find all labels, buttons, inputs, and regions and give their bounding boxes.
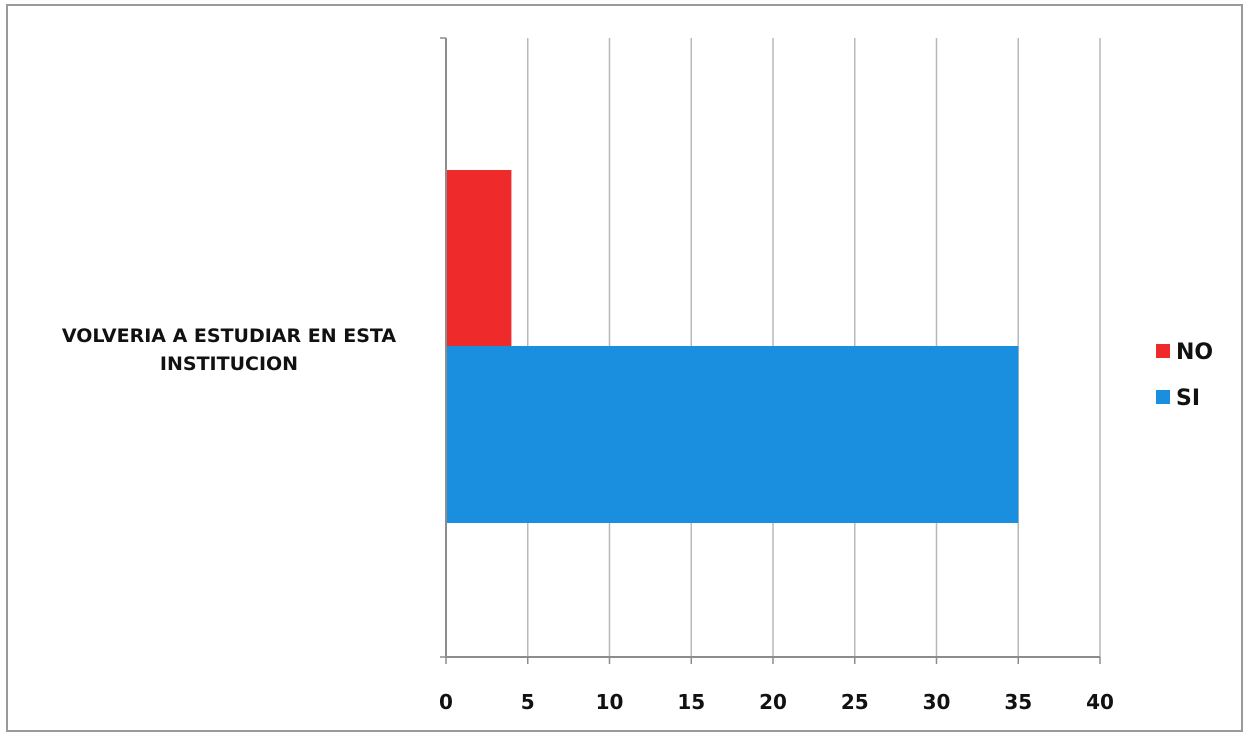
x-tick-label-15: 15	[677, 690, 705, 714]
bar-no	[446, 170, 512, 346]
x-tick-label-40: 40	[1086, 690, 1114, 714]
x-tick-label-35: 35	[1004, 690, 1032, 714]
x-tick-label-25: 25	[841, 690, 869, 714]
x-tick-label-20: 20	[759, 690, 787, 714]
bars	[446, 170, 1019, 523]
axes: 0 5 10 15 20 25 30 35 40	[439, 37, 1114, 714]
legend-label-no: NO	[1176, 340, 1213, 365]
legend-label-si: SI	[1176, 386, 1200, 411]
bar-si	[446, 346, 1019, 523]
x-tick-label-0: 0	[439, 690, 453, 714]
labels: VOLVERIA A ESTUDIAR EN ESTA INSTITUCION	[62, 325, 397, 375]
x-tick-label-5: 5	[521, 690, 535, 714]
category-label-line-2: INSTITUCION	[160, 353, 298, 375]
x-tick-label-30: 30	[923, 690, 951, 714]
legend-swatch-si	[1156, 390, 1170, 404]
legend: NO SI	[1156, 340, 1213, 411]
category-label-line-1: VOLVERIA A ESTUDIAR EN ESTA	[62, 325, 397, 347]
x-tick-label-10: 10	[596, 690, 624, 714]
legend-swatch-no	[1156, 344, 1170, 358]
